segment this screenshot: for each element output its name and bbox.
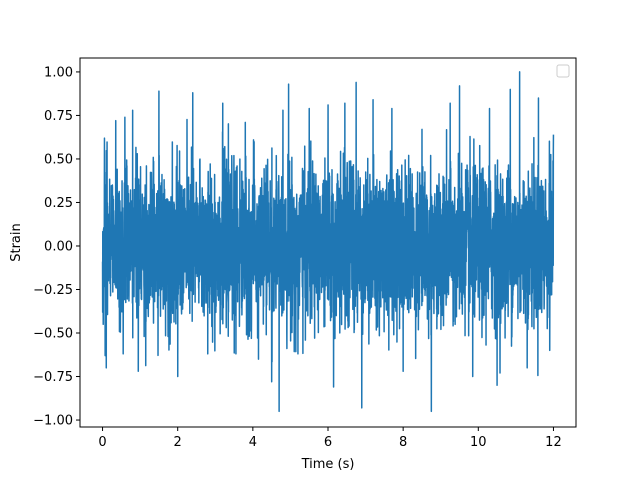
y-tick-label: 0.75	[44, 109, 73, 124]
y-tick-label: 0.25	[44, 196, 73, 211]
y-tick-label: −0.25	[33, 283, 73, 298]
x-tick-label: 10	[470, 435, 487, 450]
x-axis-label: Time (s)	[301, 457, 355, 472]
legend-box	[556, 64, 570, 78]
y-axis-label: Strain	[9, 223, 24, 262]
y-tick-label: 0.50	[44, 152, 73, 167]
y-tick-label: −0.50	[33, 327, 73, 342]
y-tick-label: −1.00	[33, 414, 73, 429]
x-tick-label: 0	[98, 435, 106, 450]
x-tick-label: 4	[249, 435, 257, 450]
y-tick-label: −0.75	[33, 370, 73, 385]
y-tick-label: 1.00	[44, 65, 73, 80]
x-tick-label: 6	[324, 435, 332, 450]
y-axis: −1.00 −0.75 −0.50 −0.25 0.00 0.25 0.50 0.75 1.00	[33, 65, 80, 429]
x-tick-label: 8	[399, 435, 407, 450]
x-axis: 0 2 4 6 8 10 12	[98, 427, 562, 450]
y-tick-label: 0.00	[44, 239, 73, 254]
x-tick-label: 2	[174, 435, 182, 450]
series-layer	[101, 71, 555, 413]
x-tick-label: 12	[545, 435, 562, 450]
series-line	[101, 71, 555, 413]
